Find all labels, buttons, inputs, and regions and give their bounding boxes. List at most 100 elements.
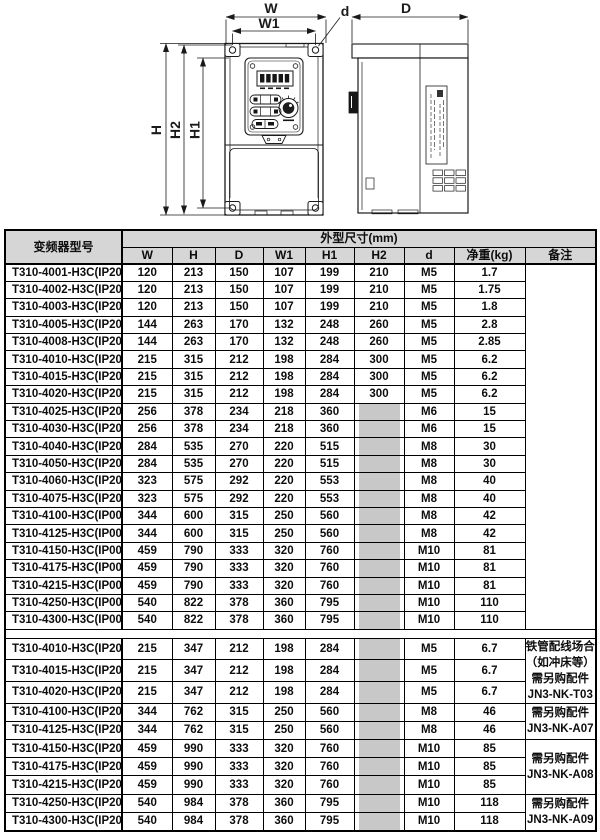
model-cell: T310-4020-H3C(IP20): [4, 681, 123, 704]
d-cell: 150: [214, 298, 264, 317]
weight-cell: 46: [453, 702, 526, 722]
table-row: T310-4060-H3C(IP20) 323 575 292 220 553 M8 40: [4, 472, 596, 491]
h1-cell: 248: [304, 333, 355, 352]
h2-cell: [353, 811, 405, 832]
header-col-h2: H2: [353, 246, 405, 265]
table-row: T310-4030-H3C(IP20) 256 378 234 218 360 M6 15: [4, 420, 596, 439]
d-cell: 212: [214, 637, 264, 661]
h2-cell: [353, 702, 405, 722]
table-row: T310-4300-H3C(IP00) 540 822 378 360 795 M10 110: [4, 611, 596, 630]
screw-cell: M10: [403, 793, 455, 813]
d-cell: 170: [214, 315, 264, 335]
w1-cell: 218: [262, 420, 306, 439]
weight-cell: 110: [453, 611, 526, 630]
weight-cell: 6.7: [453, 637, 526, 661]
w1-cell: 132: [262, 333, 306, 352]
screw-cell: M5: [403, 637, 455, 661]
screw-cell: M5: [403, 659, 455, 683]
w1-cell: 250: [262, 702, 306, 722]
h2-cell: [353, 454, 405, 474]
screw-cell: M10: [403, 541, 455, 561]
table-row: T310-4300-H3C(IP20) 540 984 378 360 795 M10 118: [4, 811, 596, 832]
model-cell: T310-4010-H3C(IP20): [4, 637, 123, 661]
d-cell: 378: [214, 811, 264, 832]
h1-cell: 795: [304, 593, 355, 613]
weight-cell: 110: [453, 593, 526, 613]
w1-cell: 198: [262, 681, 306, 704]
w1-cell: 107: [262, 263, 306, 282]
weight-cell: 40: [453, 472, 526, 491]
h2-cell: 300: [353, 350, 405, 369]
w-cell: 540: [121, 793, 173, 813]
h-cell: 535: [171, 454, 216, 474]
h-cell: 213: [171, 298, 216, 317]
h1-cell: 248: [304, 315, 355, 335]
table-row: T310-4175-H3C(IP20) 459 990 333 320 760 M10 85: [4, 757, 596, 777]
w-cell: 284: [121, 437, 173, 456]
h-cell: 762: [171, 720, 216, 741]
w1-cell: 198: [262, 350, 306, 369]
screw-cell: M10: [403, 559, 455, 578]
w1-cell: 107: [262, 280, 306, 300]
lower-cover: [229, 148, 319, 211]
h1-cell: 760: [304, 576, 355, 595]
table-row: T310-4250-H3C(IP20) 540 984 378 360 795 M10 118…: [4, 793, 597, 832]
d-cell: 212: [214, 681, 264, 704]
screw-cell: M10: [403, 811, 455, 832]
d-cell: 315: [214, 524, 264, 543]
model-cell: T310-4030-H3C(IP20): [4, 420, 123, 439]
d-cell: 234: [214, 402, 264, 422]
w1-cell: 320: [262, 559, 306, 578]
w1-cell: 220: [262, 472, 306, 491]
dim-label-depth: D: [401, 0, 411, 16]
screw-cell: M5: [403, 298, 455, 317]
screw-cell: M8: [403, 524, 455, 543]
w-cell: 459: [121, 739, 173, 759]
mounting-hole-icon: [228, 46, 237, 54]
screw-cell: M8: [403, 454, 455, 474]
weight-cell: 2.8: [453, 315, 526, 335]
weight-cell: 2.85: [453, 333, 526, 352]
keypad-buttons: [249, 94, 282, 129]
weight-cell: 15: [453, 420, 526, 439]
remark-cell: 需另购配件 JN3-NK-A08: [524, 739, 597, 795]
d-cell: 378: [214, 793, 264, 813]
h1-cell: 560: [304, 524, 355, 543]
model-cell: T310-4075-H3C(IP20): [4, 489, 123, 508]
h-cell: 535: [171, 437, 216, 456]
h2-cell: [353, 420, 405, 439]
table-row: T310-4125-H3C(IP00) 344 600 315 250 560 M8 42: [4, 524, 596, 543]
digital-display: [256, 70, 294, 90]
model-cell: T310-4175-H3C(IP00): [4, 559, 123, 578]
d-cell: 333: [214, 739, 264, 759]
w1-cell: 132: [262, 315, 306, 335]
w-cell: 459: [121, 775, 173, 795]
panel-connector: [261, 135, 287, 144]
d-cell: 333: [214, 775, 264, 795]
header-col-remark: 备注: [524, 246, 597, 265]
h2-cell: 210: [353, 280, 405, 300]
h2-cell: [353, 757, 405, 777]
w-cell: 256: [121, 402, 173, 422]
screw-cell: M5: [403, 681, 455, 704]
h2-cell: [353, 593, 405, 613]
screw-cell: M10: [403, 775, 455, 795]
remark-line: JN3-NK-A07: [527, 723, 594, 736]
screw-cell: M5: [403, 350, 455, 369]
h2-cell: [353, 775, 405, 795]
table-row: T310-4150-H3C(IP00) 459 790 333 320 760 M10 81: [4, 541, 596, 561]
h1-cell: 553: [304, 489, 355, 508]
screw-cell: M5: [403, 315, 455, 335]
weight-cell: 42: [453, 524, 526, 543]
h1-cell: 795: [304, 611, 355, 630]
h2-cell: [353, 793, 405, 813]
dim-label-d-screw: d: [341, 3, 350, 19]
screw-cell: M8: [403, 702, 455, 722]
model-cell: T310-4060-H3C(IP20): [4, 472, 123, 491]
d-cell: 333: [214, 757, 264, 777]
front-view-drawing: [224, 42, 324, 216]
table-row: T310-4020-H3C(IP20) 215 347 212 198 284 M5 6.7: [4, 681, 596, 704]
model-cell: T310-4150-H3C(IP20): [4, 739, 123, 759]
h-cell: 213: [171, 280, 216, 300]
table-row: T310-4015-H3C(IP20) 215 315 212 198 284 300 M5 6…: [4, 367, 596, 387]
